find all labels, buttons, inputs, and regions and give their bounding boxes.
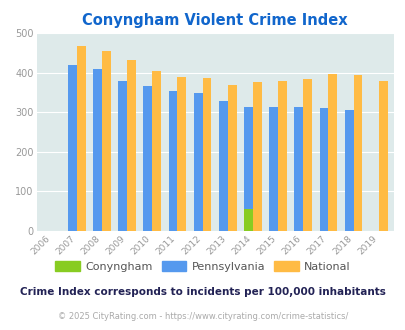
Bar: [294, 107, 303, 231]
Text: © 2025 CityRating.com - https://www.cityrating.com/crime-statistics/: © 2025 CityRating.com - https://www.city…: [58, 312, 347, 321]
Bar: [118, 81, 127, 231]
Bar: [152, 71, 161, 231]
Bar: [303, 79, 311, 231]
Bar: [319, 108, 328, 231]
Bar: [193, 93, 202, 231]
Bar: [102, 51, 111, 231]
Bar: [93, 69, 102, 231]
Bar: [68, 65, 77, 231]
Bar: [77, 46, 85, 231]
Bar: [344, 110, 353, 231]
Bar: [127, 60, 136, 231]
Bar: [243, 107, 252, 231]
Title: Conyngham Violent Crime Index: Conyngham Violent Crime Index: [82, 13, 347, 28]
Bar: [168, 91, 177, 231]
Bar: [378, 81, 387, 231]
Text: Crime Index corresponds to incidents per 100,000 inhabitants: Crime Index corresponds to incidents per…: [20, 287, 385, 297]
Bar: [252, 82, 261, 231]
Bar: [328, 74, 337, 231]
Bar: [177, 77, 186, 231]
Bar: [353, 75, 362, 231]
Bar: [202, 78, 211, 231]
Bar: [143, 86, 152, 231]
Bar: [227, 85, 236, 231]
Bar: [243, 209, 252, 231]
Bar: [277, 81, 286, 231]
Bar: [218, 101, 227, 231]
Legend: Conyngham, Pennsylvania, National: Conyngham, Pennsylvania, National: [51, 256, 354, 276]
Bar: [269, 107, 277, 231]
